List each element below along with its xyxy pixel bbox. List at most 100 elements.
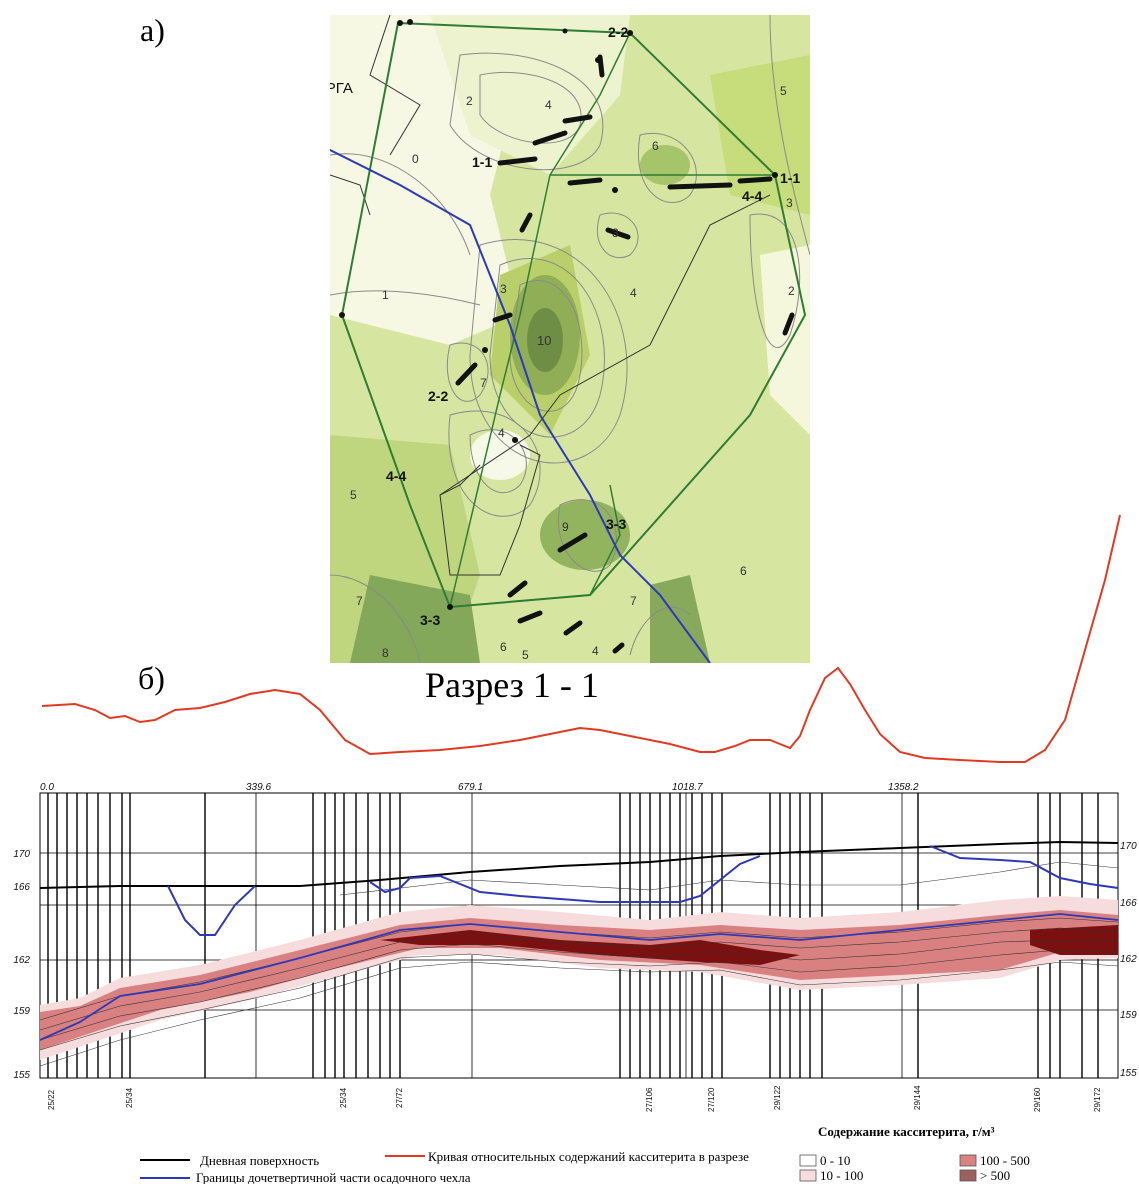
section-title: Разрез 1 - 1 bbox=[425, 665, 599, 705]
elevation-label: 159 bbox=[13, 1006, 30, 1017]
borehole-row bbox=[562, 114, 593, 124]
layer-hairlines bbox=[39, 861, 1119, 1067]
section-label-3-3-right: 3-3 bbox=[606, 516, 626, 532]
contour-label: 3 bbox=[500, 282, 507, 296]
borehole-row bbox=[532, 130, 568, 146]
legend-class-swatch bbox=[959, 1154, 977, 1167]
section-label-3-3-left: 3-3 bbox=[420, 612, 440, 628]
elevation-label: 162 bbox=[1120, 954, 1137, 965]
contour-label: 0 bbox=[412, 152, 419, 166]
contour-line bbox=[446, 342, 489, 402]
borehole-label: 25/34 bbox=[125, 1087, 134, 1108]
elevation-label: 159 bbox=[1120, 1010, 1137, 1021]
contour-line bbox=[629, 606, 691, 656]
layer-hairline bbox=[39, 949, 1119, 1051]
contour-label: 6 bbox=[740, 564, 747, 578]
borehole-row bbox=[597, 54, 605, 78]
contour-value-labels: 0 1 2 2 3 3 3 4 4 4 5 5 6 6 7 7 7 8 10 9… bbox=[350, 84, 795, 662]
elevation-labels-right: 170 166 162 159 155 bbox=[1120, 841, 1137, 1079]
borehole-marker bbox=[512, 437, 518, 443]
elevation-label: 166 bbox=[1120, 898, 1137, 909]
contour-label: 9 bbox=[562, 520, 569, 534]
pre-quaternary-boundary-line bbox=[369, 855, 761, 903]
elevation-label: 170 bbox=[13, 849, 30, 860]
contour-map-svg: ПЕРГА 2-2 1-1 1-1 4-4 2-2 4-4 3-3 3-3 0 … bbox=[330, 15, 810, 663]
contour-label: 4 bbox=[498, 426, 505, 440]
contour-line bbox=[638, 133, 697, 203]
borehole-label: 29/122 bbox=[773, 1085, 782, 1110]
contour-line bbox=[769, 15, 810, 256]
map-zone-right-light bbox=[760, 245, 810, 435]
distance-label: 0.0 bbox=[40, 782, 54, 793]
contour-line bbox=[489, 258, 605, 438]
section-line-2-2 bbox=[449, 32, 631, 608]
section-label-2-2-top: 2-2 bbox=[608, 24, 628, 40]
borehole-label: 27/120 bbox=[707, 1087, 716, 1112]
town-label: ПЕРГА bbox=[330, 80, 353, 97]
contour-label: 1 bbox=[382, 288, 389, 302]
sediment-layers bbox=[40, 896, 1118, 1060]
section-line-4-4 bbox=[439, 444, 541, 576]
contour-line bbox=[509, 280, 583, 412]
layer-hairline bbox=[39, 917, 1119, 1021]
map-blue-boundary bbox=[330, 148, 711, 663]
map-zone-peak bbox=[527, 308, 563, 372]
borehole-marker bbox=[339, 312, 345, 318]
contour-line bbox=[449, 52, 604, 171]
contour-line bbox=[448, 410, 541, 517]
contour-line bbox=[469, 239, 628, 464]
borehole-marker bbox=[407, 19, 413, 25]
pre-quaternary-boundary-line bbox=[39, 913, 1119, 1041]
layer-hairline bbox=[39, 927, 1119, 1031]
contour-label: 7 bbox=[480, 376, 487, 390]
borehole-row bbox=[519, 212, 533, 233]
distance-label: 1358.2 bbox=[888, 782, 919, 793]
borehole-marker bbox=[397, 20, 403, 26]
legend-class-swatch bbox=[799, 1154, 817, 1167]
distance-label: 339.6 bbox=[246, 782, 271, 793]
contour-label: 3 bbox=[612, 226, 619, 240]
pre-quaternary-boundary-line bbox=[167, 885, 256, 936]
legend: Дневная поверхность Кривая относительных… bbox=[140, 1124, 1030, 1184]
contour-label: 6 bbox=[652, 139, 659, 153]
road-line bbox=[369, 15, 421, 156]
borehole-label: 27/106 bbox=[645, 1087, 654, 1112]
section-label-2-2-bottom: 2-2 bbox=[428, 388, 448, 404]
contour-line bbox=[469, 429, 527, 494]
borehole-row bbox=[492, 312, 513, 323]
borehole-marker bbox=[482, 347, 488, 353]
contour-label: 7 bbox=[356, 594, 363, 608]
layer-hairline bbox=[339, 861, 1119, 896]
contour-label: 5 bbox=[350, 488, 357, 502]
section-label-1-1-right: 1-1 bbox=[780, 170, 800, 186]
borehole-label: 29/144 bbox=[913, 1085, 922, 1110]
day-surface-line bbox=[39, 840, 1119, 889]
legend-content-title: Содержание касситерита, г/м³ bbox=[818, 1124, 995, 1139]
thin-lines bbox=[330, 15, 771, 576]
contour-label: 4 bbox=[630, 286, 637, 300]
section-label-4-4-right: 4-4 bbox=[742, 188, 762, 204]
borehole-row bbox=[517, 610, 543, 624]
borehole-labels: 25/22 25/34 25/34 27/72 27/106 27/120 29… bbox=[47, 1085, 1102, 1112]
contour-line bbox=[330, 290, 481, 306]
elevation-label: 162 bbox=[13, 955, 30, 966]
panel-a-label: а) bbox=[140, 12, 165, 48]
contour-line bbox=[596, 212, 639, 259]
borehole-row bbox=[612, 642, 625, 654]
borehole-marker bbox=[447, 604, 453, 610]
contour-map: ПЕРГА 2-2 1-1 1-1 4-4 2-2 4-4 3-3 3-3 0 … bbox=[330, 15, 810, 663]
borehole-row bbox=[567, 177, 603, 186]
borehole-marker bbox=[562, 28, 568, 34]
borehole-markers bbox=[339, 19, 778, 610]
contour-label: 6 bbox=[500, 640, 507, 654]
contour-label: 5 bbox=[780, 84, 787, 98]
borehole-row bbox=[782, 312, 795, 336]
section-line-4-4b bbox=[439, 194, 771, 496]
section-label-4-4-left: 4-4 bbox=[386, 468, 406, 484]
legend-class-label: 0 - 10 bbox=[820, 1153, 850, 1168]
contour-line bbox=[479, 71, 582, 144]
legend-boundary-label: Границы дочетвертичной части осадочного … bbox=[196, 1170, 471, 1184]
borehole-label: 29/160 bbox=[1033, 1087, 1042, 1112]
legend-curve-label: Кривая относительных содержаний касситер… bbox=[428, 1149, 749, 1164]
contour-label: 4 bbox=[545, 98, 552, 112]
